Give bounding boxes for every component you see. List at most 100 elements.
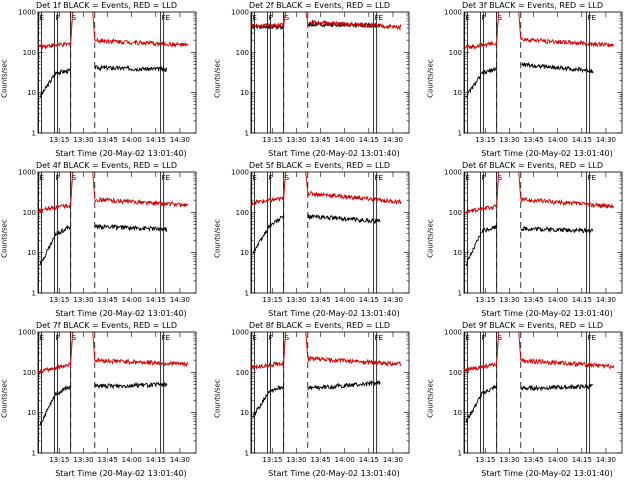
x-tick-label: 13:45 bbox=[311, 136, 331, 144]
x-tick-label: 13:15 bbox=[475, 456, 495, 464]
x-tick-label: 14:30 bbox=[596, 136, 616, 144]
y-tick-label: 10 bbox=[453, 409, 462, 417]
y-axis-label: Counts/sec bbox=[213, 219, 222, 258]
marker-label: E bbox=[40, 334, 44, 342]
plot-frame bbox=[37, 11, 197, 134]
x-tick-label: 14:15 bbox=[359, 456, 379, 464]
marker-label: FE bbox=[588, 14, 596, 22]
x-tick-label: 13:45 bbox=[311, 296, 331, 304]
series-line bbox=[70, 332, 74, 365]
detector-panel: Det 4f BLACK = Events, RED = LLD 1 10 100 10… bbox=[0, 160, 213, 320]
x-tick-label: 14:15 bbox=[146, 136, 166, 144]
y-tick-label: 1 bbox=[32, 450, 36, 458]
x-tick-label: 14:15 bbox=[572, 296, 592, 304]
x-tick-label: 14:15 bbox=[359, 136, 379, 144]
chart-title: Det 6f BLACK = Events, RED = LLD bbox=[461, 161, 604, 170]
detector-panel: Det 5f BLACK = Events, RED = LLD 1 10 100 10… bbox=[213, 160, 426, 320]
y-tick-label: 1000 bbox=[18, 9, 36, 17]
marker-label: E bbox=[466, 14, 470, 22]
x-tick-label: 13:45 bbox=[98, 136, 118, 144]
x-tick-label: 14:00 bbox=[548, 136, 568, 144]
x-tick-label: 13:15 bbox=[49, 456, 69, 464]
y-axis-label: Counts/sec bbox=[426, 219, 435, 258]
marker-label: F bbox=[269, 174, 273, 182]
marker-label: F bbox=[269, 14, 273, 22]
y-tick-label: 1000 bbox=[231, 9, 249, 17]
plot-frame bbox=[37, 331, 197, 454]
detector-panel: Det 2f BLACK = Events, RED = LLD 1 10 100 10… bbox=[213, 0, 426, 160]
series-line bbox=[464, 37, 615, 50]
x-axis-label: Start Time (20-May-02 13:01:40) bbox=[55, 149, 187, 158]
marker-label: S bbox=[285, 334, 290, 342]
marker-label: FE bbox=[162, 334, 170, 342]
series-line bbox=[38, 37, 189, 50]
x-tick-label: 13:15 bbox=[49, 296, 69, 304]
x-tick-label: 13:15 bbox=[475, 296, 495, 304]
chart-svg: 1 10 100 1000 13:15 13:30 13:45 14:00 14:15 14:30… bbox=[444, 329, 623, 464]
series-line bbox=[518, 332, 522, 361]
x-tick-label: 14:15 bbox=[146, 296, 166, 304]
x-tick-label: 14:00 bbox=[122, 296, 142, 304]
x-tick-label: 13:30 bbox=[286, 296, 306, 304]
y-tick-label: 1 bbox=[245, 290, 249, 298]
y-tick-label: 100 bbox=[449, 209, 462, 217]
marker-label: FE bbox=[162, 14, 170, 22]
series-line bbox=[496, 332, 500, 365]
marker-label: E bbox=[40, 174, 44, 182]
chart-svg: 1 10 100 1000 13:15 13:30 13:45 14:00 14:15 14:30… bbox=[18, 9, 197, 144]
marker-label: FE bbox=[588, 334, 596, 342]
y-tick-label: 1 bbox=[245, 450, 249, 458]
series-line bbox=[465, 383, 594, 423]
x-tick-label: 13:30 bbox=[286, 456, 306, 464]
x-tick-label: 14:00 bbox=[548, 296, 568, 304]
detector-panel: Det 1f BLACK = Events, RED = LLD 1 10 100 10… bbox=[0, 0, 213, 160]
x-tick-label: 14:30 bbox=[596, 296, 616, 304]
marker-label: E bbox=[253, 14, 257, 22]
series-line bbox=[464, 197, 614, 215]
marker-label: E bbox=[466, 334, 470, 342]
series-line bbox=[283, 332, 287, 364]
y-tick-label: 10 bbox=[240, 249, 249, 257]
chart-svg: 1 10 100 1000 13:15 13:30 13:45 14:00 14:15 14:30… bbox=[18, 329, 197, 464]
marker-label: F bbox=[269, 334, 273, 342]
y-tick-label: 100 bbox=[23, 49, 36, 57]
x-tick-label: 14:30 bbox=[170, 456, 190, 464]
x-axis-label: Start Time (20-May-02 13:01:40) bbox=[481, 149, 613, 158]
marker-label: E bbox=[40, 14, 44, 22]
marker-label: S bbox=[498, 14, 503, 22]
detector-panel: Det 9f BLACK = Events, RED = LLD 1 10 100 10… bbox=[426, 320, 639, 480]
chart-title: Det 4f BLACK = Events, RED = LLD bbox=[35, 161, 178, 170]
x-tick-label: 14:00 bbox=[335, 136, 355, 144]
x-tick-label: 14:30 bbox=[383, 296, 403, 304]
series-line bbox=[92, 332, 96, 361]
x-tick-label: 14:00 bbox=[122, 136, 142, 144]
plot-frame bbox=[250, 11, 410, 134]
marker-label: S bbox=[285, 14, 290, 22]
chart-svg: 1 10 100 1000 13:15 13:30 13:45 14:00 14:15 14:30… bbox=[444, 169, 623, 304]
marker-label: E bbox=[253, 174, 257, 182]
series-line bbox=[251, 190, 402, 206]
x-tick-label: 14:30 bbox=[383, 136, 403, 144]
series-line bbox=[518, 172, 522, 200]
marker-label: FE bbox=[375, 334, 383, 342]
marker-label: S bbox=[285, 174, 290, 182]
x-tick-label: 13:15 bbox=[475, 136, 495, 144]
x-tick-label: 14:00 bbox=[122, 456, 142, 464]
x-tick-label: 14:30 bbox=[170, 136, 190, 144]
x-tick-label: 13:45 bbox=[524, 136, 544, 144]
y-tick-label: 1 bbox=[458, 130, 462, 138]
x-tick-label: 14:00 bbox=[335, 296, 355, 304]
x-tick-label: 13:30 bbox=[499, 296, 519, 304]
y-axis-label: Counts/sec bbox=[213, 379, 222, 418]
y-tick-label: 100 bbox=[449, 369, 462, 377]
marker-label: E bbox=[466, 174, 470, 182]
y-tick-label: 1 bbox=[32, 130, 36, 138]
plot-frame bbox=[463, 331, 623, 454]
y-tick-label: 1000 bbox=[231, 329, 249, 337]
series-line bbox=[305, 172, 309, 194]
chart-title: Det 2f BLACK = Events, RED = LLD bbox=[248, 1, 391, 10]
series-line bbox=[252, 213, 381, 254]
series-line bbox=[251, 355, 402, 370]
detector-panel: Det 3f BLACK = Events, RED = LLD 1 10 100 10… bbox=[426, 0, 639, 160]
marker-label: F bbox=[56, 14, 60, 22]
